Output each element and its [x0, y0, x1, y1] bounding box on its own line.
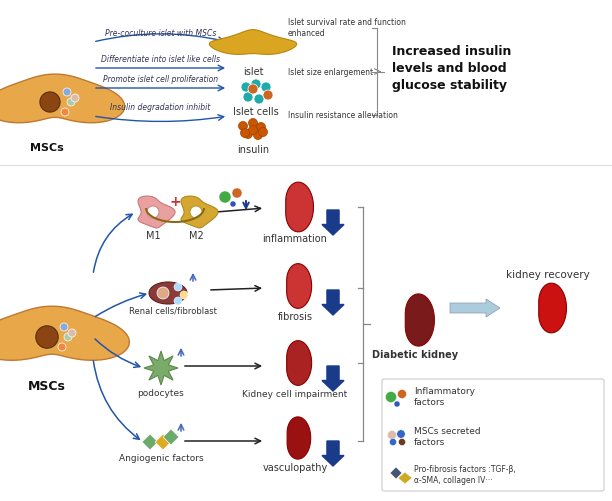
Circle shape — [244, 129, 253, 138]
Circle shape — [258, 127, 267, 136]
Polygon shape — [286, 264, 312, 308]
FancyBboxPatch shape — [382, 379, 604, 491]
Polygon shape — [405, 294, 435, 346]
Circle shape — [256, 123, 266, 131]
Circle shape — [58, 343, 66, 351]
Text: M2: M2 — [188, 231, 203, 241]
Text: vasculopathy: vasculopathy — [263, 463, 327, 473]
Circle shape — [398, 389, 406, 398]
Text: Islet size enlargement: Islet size enlargement — [288, 68, 373, 77]
Circle shape — [67, 98, 75, 106]
Text: Increased insulin
levels and blood
glucose stability: Increased insulin levels and blood gluco… — [392, 45, 512, 92]
Polygon shape — [181, 196, 218, 228]
Polygon shape — [322, 290, 344, 315]
Circle shape — [386, 391, 397, 402]
Text: Promote islet cell proliferation: Promote islet cell proliferation — [103, 75, 218, 84]
Circle shape — [219, 191, 231, 203]
Text: Islet survival rate and function
enhanced: Islet survival rate and function enhance… — [288, 19, 406, 38]
Text: Pre-coculture islet with MSCs: Pre-coculture islet with MSCs — [105, 29, 216, 38]
Circle shape — [232, 188, 242, 198]
Circle shape — [174, 283, 182, 291]
Polygon shape — [0, 74, 125, 123]
Polygon shape — [0, 306, 129, 360]
Text: inflammation: inflammation — [263, 234, 327, 244]
Polygon shape — [286, 182, 313, 232]
Text: podocytes: podocytes — [138, 389, 184, 398]
Polygon shape — [155, 434, 171, 450]
Text: Pro-fibrosis factors :TGF-β,
α-SMA, collagen IV···: Pro-fibrosis factors :TGF-β, α-SMA, coll… — [414, 465, 516, 484]
Circle shape — [71, 94, 79, 102]
Circle shape — [263, 90, 273, 100]
Text: MSCs: MSCs — [28, 380, 66, 393]
Text: Insulin resistance alleviation: Insulin resistance alleviation — [288, 111, 398, 120]
Circle shape — [190, 206, 202, 218]
Circle shape — [230, 201, 236, 207]
Circle shape — [397, 430, 405, 438]
Text: Differentiate into islet like cells: Differentiate into islet like cells — [101, 55, 220, 64]
Polygon shape — [539, 283, 567, 333]
Circle shape — [174, 297, 182, 305]
Circle shape — [68, 329, 76, 337]
Circle shape — [241, 82, 251, 92]
Circle shape — [251, 79, 261, 89]
Circle shape — [254, 94, 264, 104]
Text: insulin: insulin — [237, 145, 269, 155]
Circle shape — [61, 108, 69, 116]
Text: Angiogenic factors: Angiogenic factors — [119, 454, 203, 463]
Text: Renal cells/fibroblast: Renal cells/fibroblast — [129, 307, 217, 316]
Text: islet: islet — [243, 67, 263, 77]
Circle shape — [398, 438, 406, 445]
Circle shape — [35, 326, 58, 348]
Circle shape — [147, 206, 159, 218]
Circle shape — [389, 438, 397, 445]
Text: +: + — [169, 195, 181, 209]
Circle shape — [248, 84, 258, 94]
Polygon shape — [163, 429, 179, 445]
Text: MSCs: MSCs — [30, 143, 64, 153]
Circle shape — [40, 92, 60, 112]
Circle shape — [243, 92, 253, 102]
Circle shape — [63, 88, 71, 96]
Polygon shape — [287, 417, 311, 459]
Polygon shape — [286, 341, 312, 385]
Circle shape — [157, 287, 169, 299]
Polygon shape — [142, 434, 158, 450]
Polygon shape — [209, 30, 297, 55]
Text: Diabetic kidney: Diabetic kidney — [372, 350, 458, 360]
Ellipse shape — [149, 282, 187, 304]
Polygon shape — [138, 196, 175, 228]
Circle shape — [394, 401, 400, 407]
Polygon shape — [322, 441, 344, 466]
Text: Insulin degradation inhibit: Insulin degradation inhibit — [110, 103, 211, 112]
Polygon shape — [144, 351, 178, 385]
Circle shape — [253, 130, 263, 139]
Polygon shape — [398, 472, 412, 484]
Circle shape — [248, 125, 258, 134]
Polygon shape — [450, 299, 500, 317]
Circle shape — [241, 128, 250, 137]
Text: Inflammatory
factors: Inflammatory factors — [414, 387, 475, 407]
Text: fibrosis: fibrosis — [277, 312, 313, 322]
Circle shape — [64, 333, 72, 341]
Text: kidney recovery: kidney recovery — [506, 270, 590, 280]
Text: MSCs secreted
factors: MSCs secreted factors — [414, 427, 480, 447]
Polygon shape — [322, 210, 344, 235]
Circle shape — [180, 291, 188, 299]
Text: Islet cells: Islet cells — [233, 107, 279, 117]
Circle shape — [387, 430, 397, 439]
Text: Kidney cell impairment: Kidney cell impairment — [242, 390, 348, 399]
Polygon shape — [322, 366, 344, 391]
Circle shape — [248, 119, 258, 127]
Circle shape — [239, 122, 247, 130]
Text: M1: M1 — [146, 231, 160, 241]
Circle shape — [261, 82, 271, 92]
Circle shape — [60, 323, 68, 331]
Polygon shape — [390, 467, 402, 479]
